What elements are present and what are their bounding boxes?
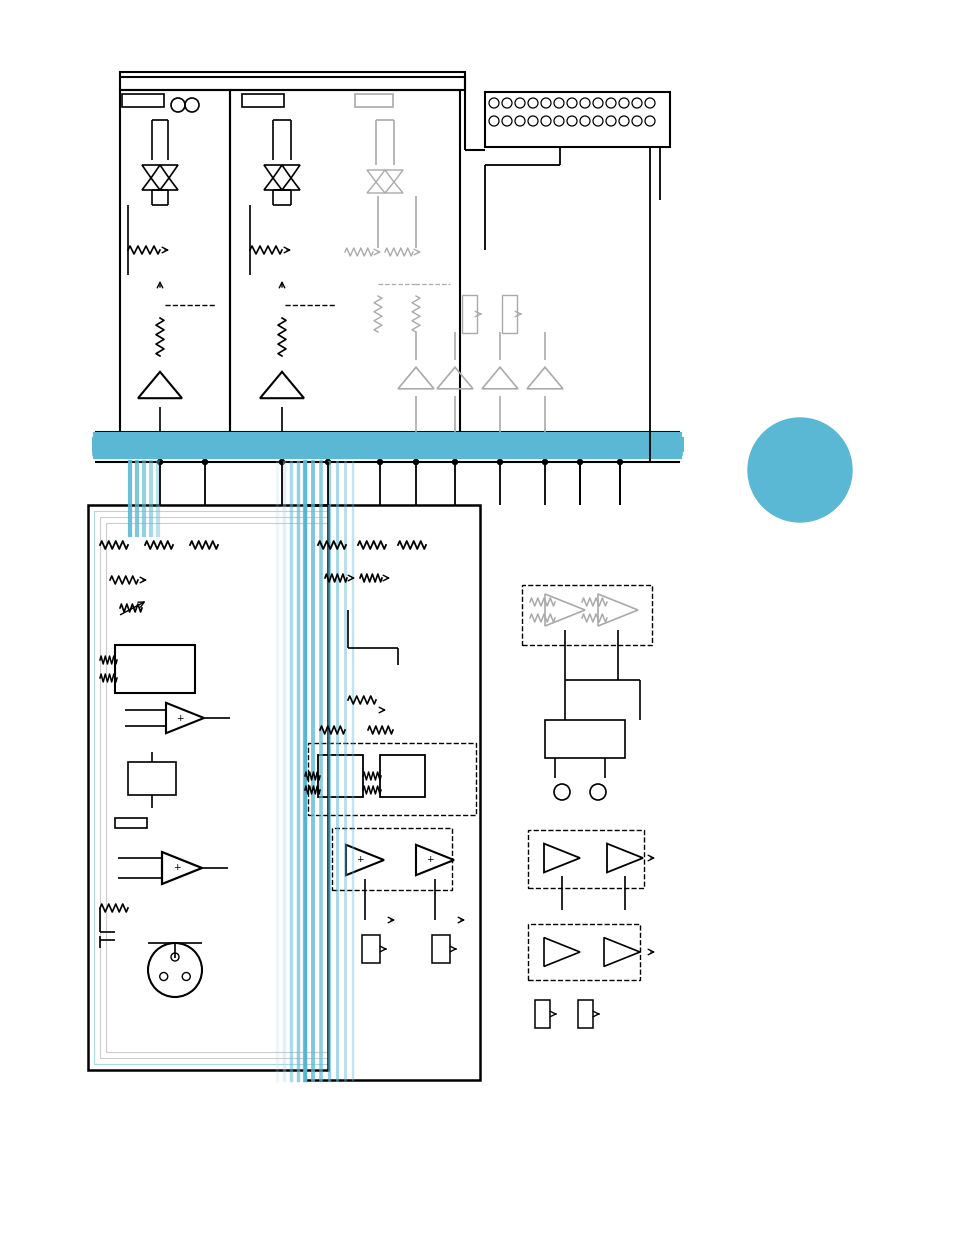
Bar: [379, 755, 424, 797]
Circle shape: [747, 417, 851, 522]
Circle shape: [325, 459, 330, 464]
Text: +: +: [173, 863, 180, 872]
Bar: [115, 645, 194, 693]
Text: +: +: [426, 856, 434, 864]
Bar: [361, 935, 379, 963]
Bar: [308, 743, 476, 815]
Bar: [230, 90, 459, 435]
Bar: [432, 935, 450, 963]
Bar: [521, 585, 651, 645]
Bar: [115, 818, 147, 827]
Text: +: +: [356, 856, 364, 864]
Bar: [461, 295, 476, 333]
Bar: [578, 1000, 593, 1028]
Circle shape: [279, 459, 284, 464]
Bar: [120, 90, 230, 435]
Bar: [332, 827, 452, 890]
Bar: [106, 522, 328, 1052]
Bar: [535, 1000, 550, 1028]
Text: +: +: [176, 714, 184, 722]
Bar: [120, 72, 464, 90]
Circle shape: [617, 459, 622, 464]
Bar: [355, 94, 393, 107]
Bar: [100, 517, 328, 1058]
Bar: [88, 505, 328, 1070]
Circle shape: [452, 459, 457, 464]
Circle shape: [577, 459, 582, 464]
Bar: [544, 720, 624, 758]
Bar: [501, 295, 517, 333]
Bar: [88, 505, 328, 1070]
Circle shape: [202, 459, 208, 464]
Bar: [128, 762, 175, 795]
Bar: [122, 94, 164, 107]
Circle shape: [497, 459, 502, 464]
Circle shape: [542, 459, 547, 464]
Bar: [242, 94, 284, 107]
Circle shape: [377, 459, 382, 464]
Circle shape: [413, 459, 418, 464]
Bar: [305, 505, 479, 1079]
Circle shape: [157, 459, 162, 464]
Bar: [94, 511, 328, 1065]
Bar: [484, 91, 669, 147]
Bar: [317, 755, 363, 797]
Bar: [527, 830, 643, 888]
Bar: [527, 924, 639, 981]
